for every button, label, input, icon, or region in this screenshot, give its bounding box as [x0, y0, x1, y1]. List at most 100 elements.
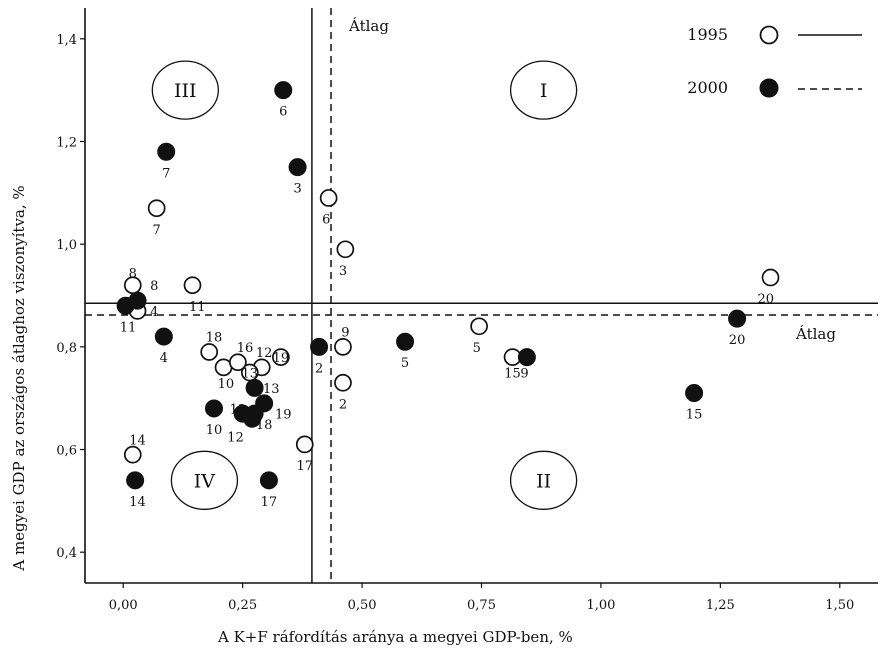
- point-label-2000-17: 17: [261, 495, 278, 510]
- quadrant-label-III: III: [174, 80, 197, 102]
- point-label-2000-5: 5: [401, 356, 409, 371]
- point-1995-11: [183, 276, 202, 295]
- point-2000-19: [255, 394, 274, 413]
- axis-ticks: 0,00 0,25 0,50 0,75 1,00 1,25 1,500,40,60,81,0…: [56, 33, 854, 613]
- point-label-2000-9: 9: [520, 367, 528, 382]
- data-points: [116, 81, 780, 490]
- point-label-1995-17: 17: [296, 459, 313, 474]
- point-label-2000-19: 19: [275, 408, 292, 423]
- quadrant-circle-II: [509, 450, 578, 510]
- point-label-1995-19: 19: [273, 351, 290, 366]
- point-label-1995-7: 7: [153, 223, 161, 238]
- point-1995-14: [123, 445, 142, 464]
- point-label-1995-14: 14: [129, 433, 146, 448]
- point-label-2000-6: 6: [279, 105, 287, 120]
- point-2000-15: [685, 384, 704, 403]
- point-label-1995-4: 4: [150, 305, 158, 320]
- x-tick-label: 0,00: [109, 598, 138, 613]
- point-label-1995-6: 6: [322, 212, 330, 227]
- x-axis-label: A K+F ráfordítás aránya a megyei GDP-ben…: [217, 628, 573, 646]
- x-tick-label: 1,00: [586, 598, 615, 613]
- point-label-2000-12: 12: [227, 431, 244, 446]
- point-1995-17: [295, 435, 314, 454]
- point-label-1995-11: 11: [189, 300, 206, 315]
- legend-marker-2000: [759, 78, 779, 98]
- y-tick-label: 1,0: [56, 238, 77, 253]
- point-1995-19: [272, 348, 290, 366]
- point-2000-20: [728, 309, 747, 328]
- point-1995-6: [319, 189, 338, 207]
- point-label-2000-14: 14: [129, 495, 146, 510]
- point-2000-10: [204, 399, 223, 418]
- quadrant-label-IV: IV: [194, 470, 216, 492]
- point-1995-2: [334, 373, 352, 392]
- point-1995-20: [761, 268, 780, 287]
- y-tick-label: 0,8: [56, 341, 77, 356]
- point-label-1995-3: 3: [339, 264, 347, 279]
- point-label-2000-10: 10: [206, 423, 223, 438]
- quadrant-label-I: I: [540, 80, 548, 102]
- point-label-1995-12: 12: [256, 346, 273, 361]
- legend-marker-1995: [759, 25, 779, 45]
- point-label-1995-18: 18: [206, 331, 223, 346]
- point-label-2000-8: 8: [150, 279, 158, 294]
- y-tick-label: 0,4: [56, 546, 77, 561]
- point-2000-13: [245, 378, 264, 397]
- y-tick-label: 0,6: [56, 444, 77, 459]
- point-1995-18: [200, 343, 219, 361]
- point-label-2000-7: 7: [162, 166, 170, 181]
- point-label-1995-10: 10: [218, 377, 235, 392]
- point-label-1995-8: 8: [129, 266, 137, 281]
- point-label-1995-2: 2: [339, 397, 347, 412]
- legend: 1995 2000: [687, 25, 862, 98]
- point-label-1995-20: 20: [757, 292, 774, 307]
- y-tick-label: 1,2: [56, 135, 77, 150]
- point-label-2000-3: 3: [293, 182, 301, 197]
- point-2000-7: [157, 142, 176, 161]
- point-2000-6: [274, 81, 293, 100]
- x-tick-label: 0,75: [467, 598, 496, 613]
- point-1995-7: [147, 199, 166, 218]
- y-tick-label: 1,4: [56, 33, 77, 48]
- point-label-2000-15: 15: [686, 408, 703, 423]
- x-tick-label: 1,25: [706, 598, 735, 613]
- x-tick-label: 1,50: [825, 598, 854, 613]
- quadrant-circle-IV: [170, 450, 239, 510]
- point-2000-14: [126, 471, 145, 490]
- point-label-1995-16: 16: [237, 341, 254, 356]
- average-lines: [85, 8, 878, 583]
- quadrant-circle-III: [151, 60, 219, 120]
- point-1995-3: [336, 240, 355, 259]
- point-label-2000-13: 13: [230, 402, 247, 417]
- point-label-1995-9: 9: [341, 325, 349, 340]
- point-2000-11: [116, 296, 135, 315]
- point-2000-9: [517, 348, 536, 367]
- point-2000-3: [288, 158, 307, 177]
- point-label-1995-5: 5: [473, 341, 481, 356]
- point-label-2000-13: 13: [263, 382, 280, 397]
- y-axis-label: A megyei GDP az országos átlaghoz viszon…: [10, 185, 28, 571]
- point-1995-16: [229, 353, 247, 372]
- point-label-2000-20: 20: [729, 333, 746, 348]
- point-2000-2: [310, 337, 329, 356]
- point-label-2000-4: 4: [160, 351, 168, 366]
- x-tick-label: 0,50: [348, 598, 377, 613]
- average-label-vertical: Átlag: [348, 17, 389, 35]
- quadrant-label-II: II: [536, 470, 551, 492]
- point-label-2000-2: 2: [315, 361, 323, 376]
- point-label-2000-18: 18: [256, 418, 273, 433]
- point-2000-5: [396, 332, 415, 351]
- legend-label-2000: 2000: [687, 78, 728, 97]
- point-2000-4: [154, 327, 173, 346]
- quadrant-circle-I: [509, 60, 578, 120]
- point-1995-9: [334, 337, 352, 356]
- point-label-1995-13: 13: [242, 367, 259, 382]
- point-1995-5: [470, 317, 488, 336]
- point-label-2000-11: 11: [120, 320, 137, 335]
- legend-label-1995: 1995: [687, 25, 728, 44]
- average-label-horizontal: Átlag: [795, 325, 836, 343]
- x-tick-label: 0,25: [228, 598, 257, 613]
